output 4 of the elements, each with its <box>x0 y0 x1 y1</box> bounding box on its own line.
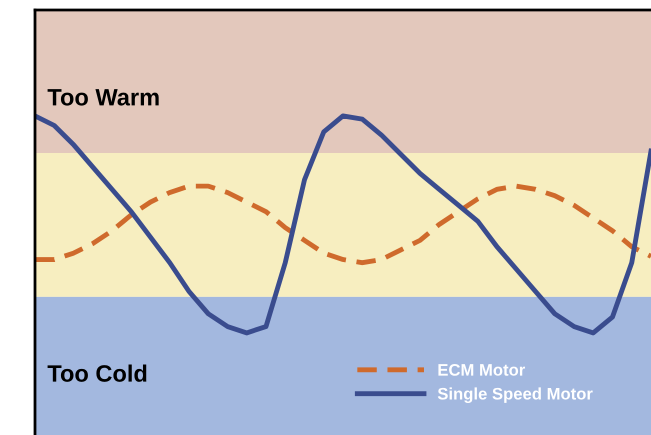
annotation: Too Cold <box>48 364 146 382</box>
legend-label: ECM Motor <box>438 364 526 376</box>
text: Too Warm <box>48 89 159 106</box>
legend-label: Single Speed Motor <box>438 387 593 403</box>
